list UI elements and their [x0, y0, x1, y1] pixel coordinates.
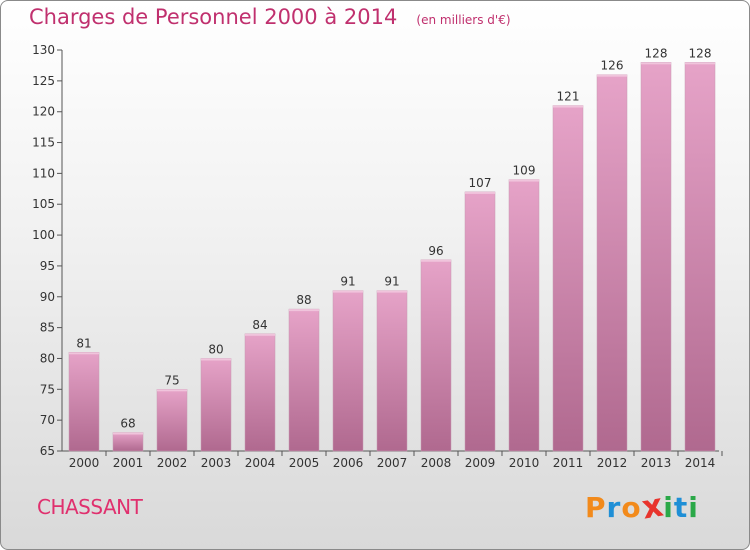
y-tick-label: 70: [40, 413, 55, 427]
x-tick-label: 2009: [465, 456, 496, 470]
bar-highlight: [509, 179, 539, 182]
x-tick-label: 2011: [553, 456, 584, 470]
title-row: Charges de Personnel 2000 à 2014 (en mil…: [29, 5, 511, 29]
logo-letter: t: [673, 491, 689, 524]
bar-value-label: 84: [252, 318, 267, 332]
x-tick-label: 2014: [685, 456, 716, 470]
bar: [200, 358, 232, 452]
bar-value-label: 128: [645, 46, 668, 60]
bar-highlight: [553, 105, 583, 108]
bar-value-label: 91: [340, 275, 355, 289]
bar: [332, 290, 364, 452]
y-tick-label: 95: [40, 259, 55, 273]
bar-highlight: [333, 290, 363, 293]
logo-letter: P: [585, 491, 607, 524]
bar-highlight: [377, 290, 407, 293]
bar: [596, 74, 628, 452]
bar-value-label: 91: [384, 275, 399, 289]
bar-value-label: 75: [164, 373, 179, 387]
y-tick-label: 80: [40, 351, 55, 365]
x-tick-label: 2000: [69, 456, 100, 470]
bar: [156, 389, 188, 452]
bar-highlight: [69, 352, 99, 355]
y-tick-label: 85: [40, 321, 55, 335]
x-tick-label: 2004: [245, 456, 276, 470]
y-tick-label: 130: [32, 43, 55, 57]
x-tick-label: 2007: [377, 456, 408, 470]
y-tick-label: 75: [40, 382, 55, 396]
x-tick-label: 2002: [157, 456, 188, 470]
y-tick-label: 65: [40, 444, 55, 458]
commune-name: CHASSANT: [37, 495, 143, 519]
bar-highlight: [597, 74, 627, 77]
bar-value-label: 128: [689, 46, 712, 60]
bar: [508, 179, 540, 452]
x-tick-label: 2013: [641, 456, 672, 470]
bar: [684, 62, 716, 452]
y-tick-label: 120: [32, 105, 55, 119]
logo-letter: i: [663, 491, 674, 524]
proxiti-logo: Proxiti: [585, 485, 699, 527]
chart-title: Charges de Personnel 2000 à 2014: [29, 5, 398, 29]
bar: [552, 105, 584, 452]
bar-highlight: [421, 259, 451, 262]
logo-letter: r: [606, 491, 622, 524]
logo-letter: x: [638, 485, 667, 527]
bar-value-label: 88: [296, 293, 311, 307]
bars: 81 68 75 80 84 88 91 91 96 107 109 121 126 128 128: [68, 46, 716, 452]
bar-highlight: [157, 389, 187, 392]
bar-value-label: 80: [208, 342, 223, 356]
bar-value-label: 126: [601, 59, 624, 73]
bar: [464, 191, 496, 452]
y-tick-label: 115: [32, 136, 55, 150]
y-tick-label: 110: [32, 166, 55, 180]
bar-value-label: 107: [469, 176, 492, 190]
bar-highlight: [245, 333, 275, 336]
bar: [420, 259, 452, 452]
bar-highlight: [201, 358, 231, 361]
x-tick-label: 2001: [113, 456, 144, 470]
bar: [112, 432, 144, 452]
bar-highlight: [465, 191, 495, 194]
bar-highlight: [685, 62, 715, 65]
bar-value-label: 68: [120, 416, 135, 430]
bar-highlight: [289, 309, 319, 312]
x-tick-label: 2003: [201, 456, 232, 470]
bar: [68, 352, 100, 452]
bar-value-label: 121: [557, 90, 580, 104]
y-tick-label: 105: [32, 197, 55, 211]
x-tick-label: 2012: [597, 456, 628, 470]
bar: [244, 333, 276, 452]
axes: 65 70 75 80 85 90 95 100 105 110 115 120 125 130 2000 2…: [32, 43, 723, 470]
bar: [376, 290, 408, 452]
bar-value-label: 109: [513, 164, 536, 178]
logo-letter: o: [621, 491, 642, 524]
bar: [640, 62, 672, 452]
y-tick-label: 100: [32, 228, 55, 242]
bar-value-label: 96: [428, 244, 443, 258]
x-tick-label: 2006: [333, 456, 364, 470]
logo-letter: i: [688, 491, 699, 524]
bar-value-label: 81: [76, 336, 91, 350]
x-tick-label: 2010: [509, 456, 540, 470]
bar-highlight: [641, 62, 671, 65]
bar: [288, 308, 320, 452]
x-tick-label: 2005: [289, 456, 320, 470]
chart-subtitle: (en milliers d'€): [416, 13, 511, 27]
y-tick-label: 125: [32, 74, 55, 88]
x-tick-label: 2008: [421, 456, 452, 470]
bar-highlight: [113, 432, 143, 435]
y-tick-label: 90: [40, 290, 55, 304]
